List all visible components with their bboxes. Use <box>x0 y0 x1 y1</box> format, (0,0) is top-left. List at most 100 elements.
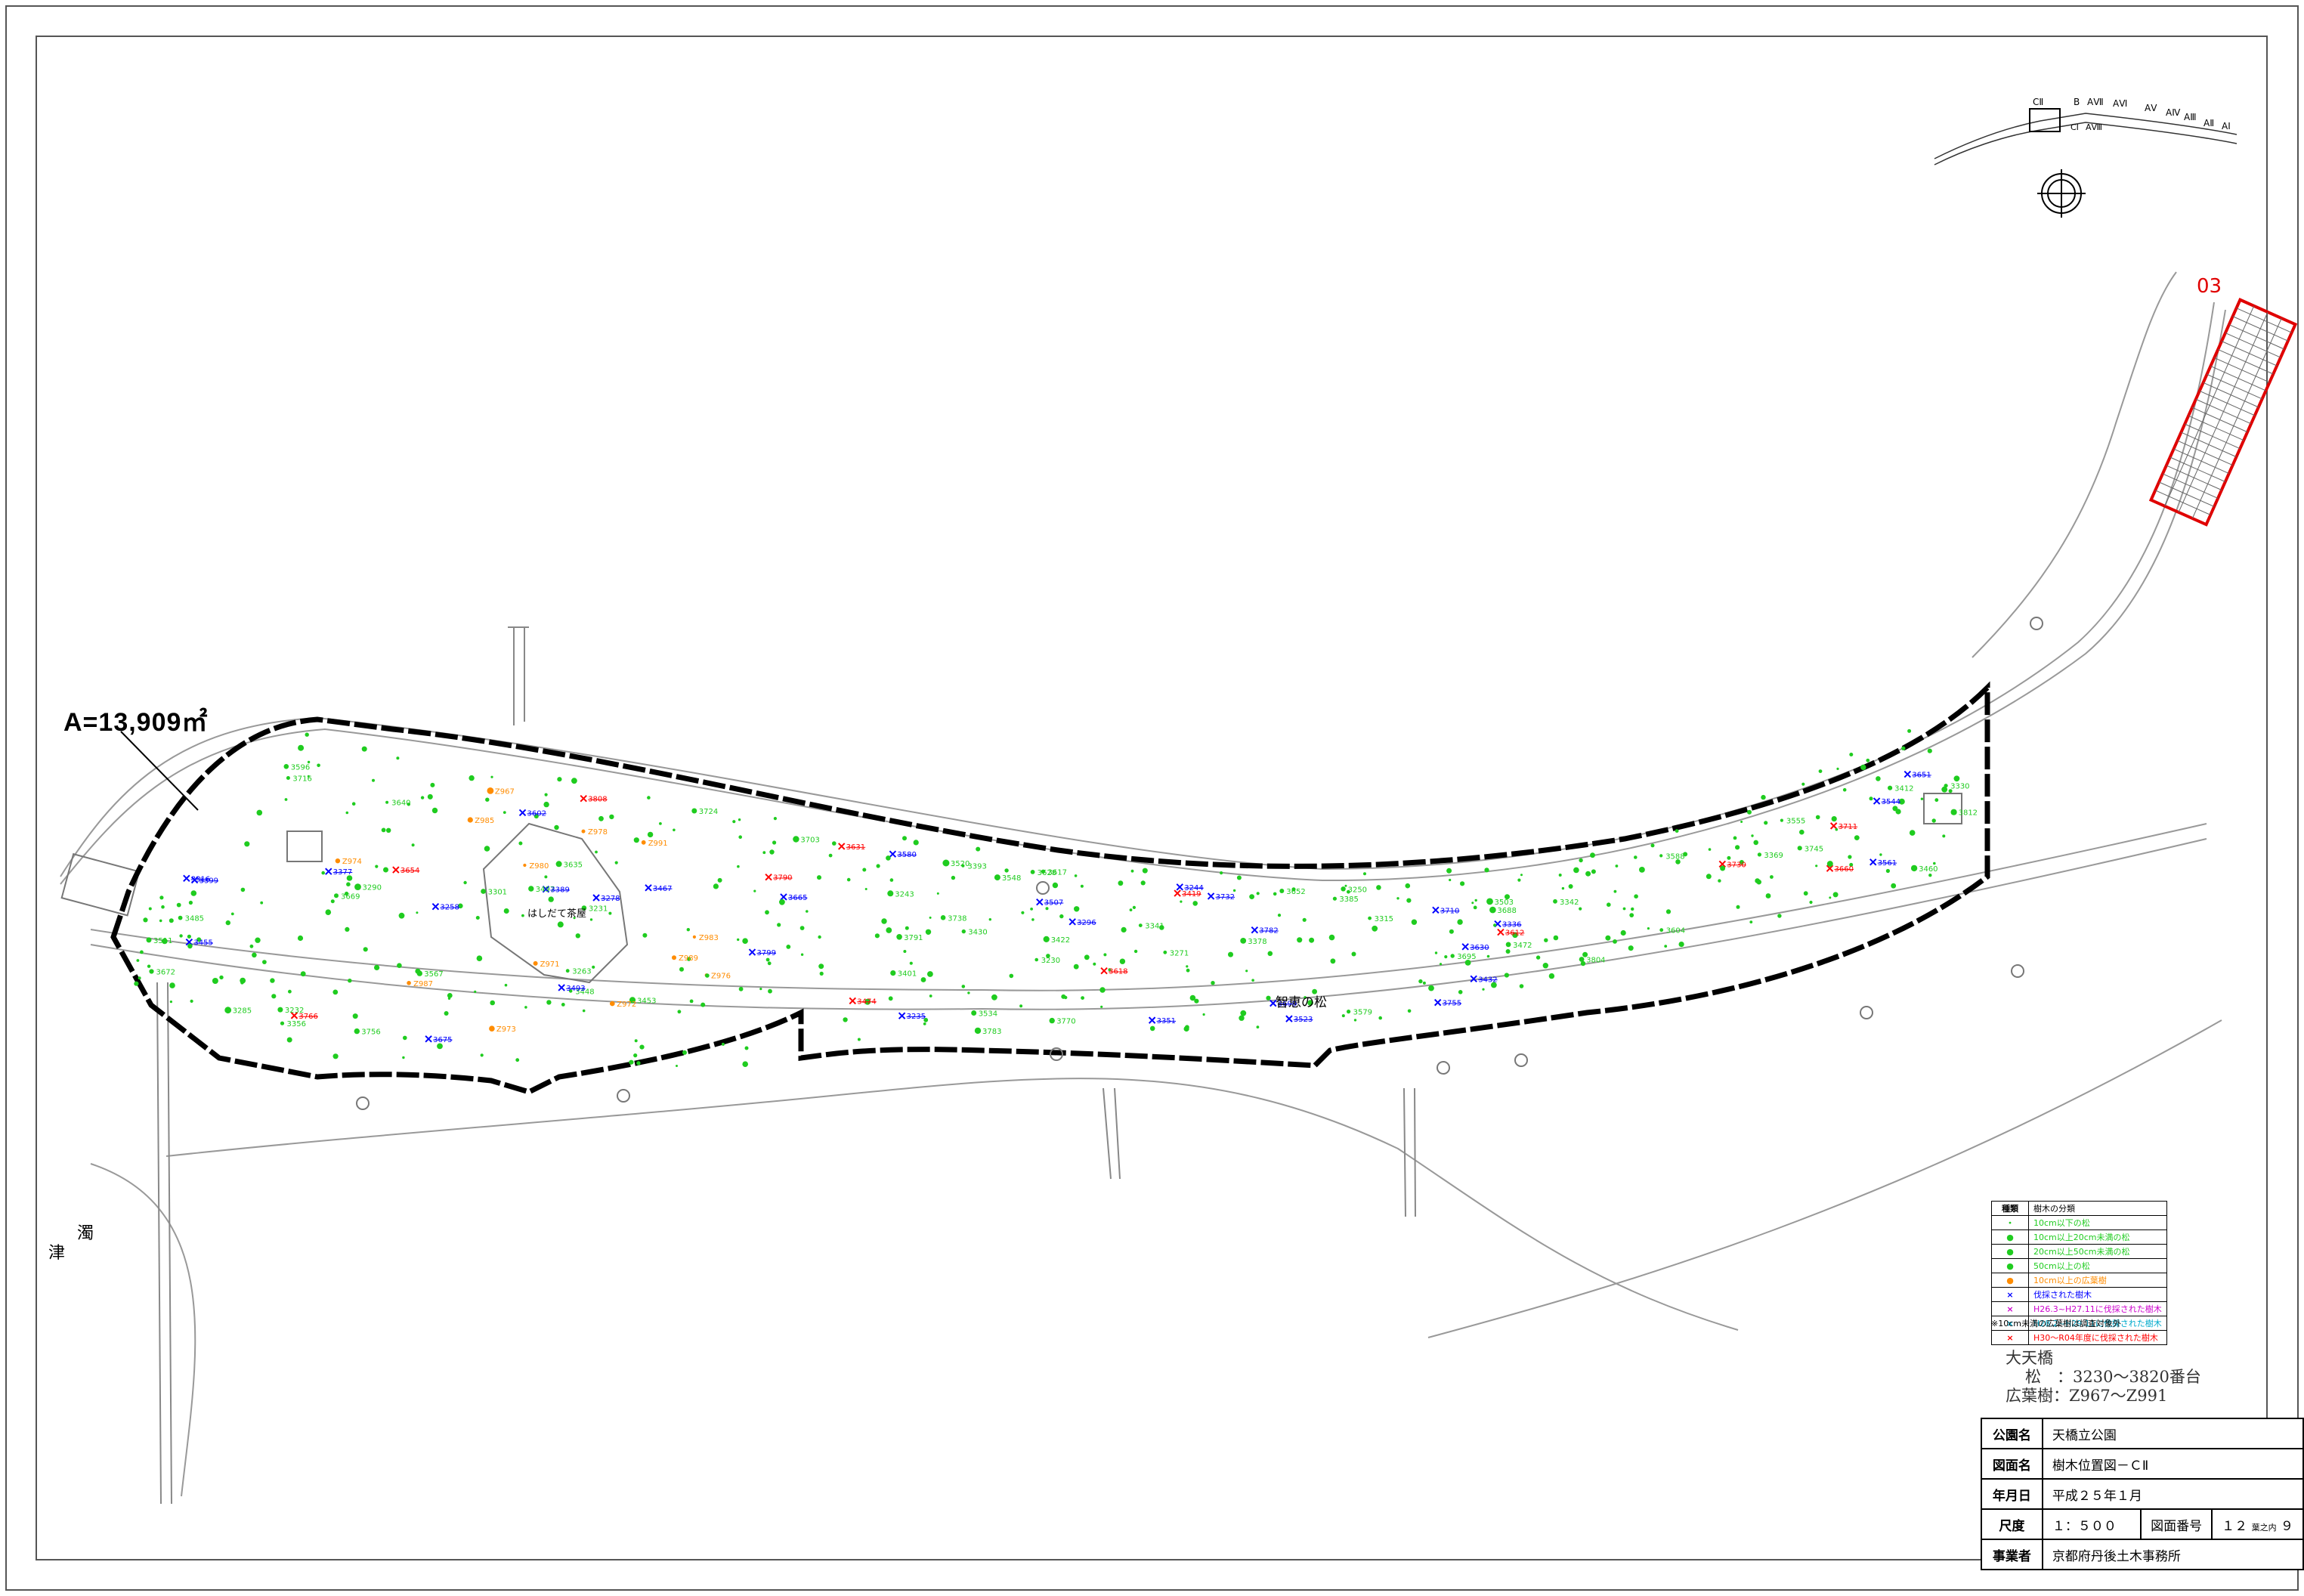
tree-marker <box>571 778 577 784</box>
tree-marker <box>762 851 766 855</box>
tree-marker <box>1344 884 1347 887</box>
tree-marker <box>888 996 893 1001</box>
tree-marker <box>1753 840 1758 846</box>
tree-marker <box>909 961 913 965</box>
tree-marker <box>1450 954 1455 958</box>
tree-marker <box>212 978 218 984</box>
tree-marker <box>1330 958 1336 964</box>
tree-marker <box>1756 879 1761 885</box>
tree-number: 3315 <box>1375 915 1393 923</box>
tree-marker <box>1659 928 1664 933</box>
tree-marker <box>765 957 770 962</box>
tree-marker <box>967 991 970 994</box>
tree-marker <box>284 798 288 801</box>
tree-number: Z978 <box>588 828 608 837</box>
tree-marker <box>742 1061 748 1067</box>
tree-marker <box>1041 869 1046 874</box>
tree-marker <box>159 895 164 900</box>
tree-marker <box>1302 917 1307 922</box>
tree-marker <box>1211 981 1215 985</box>
tree-marker <box>927 971 933 977</box>
tree-marker <box>1647 927 1650 930</box>
tree-marker <box>252 952 257 958</box>
keymap-label-a3: AⅢ <box>2184 112 2197 122</box>
tree-number: 3231 <box>589 905 608 914</box>
cut-tree-marker <box>1036 899 1044 906</box>
tree-marker <box>1186 968 1190 973</box>
sheet-grid-line <box>2177 440 2233 466</box>
tree-marker <box>196 937 202 942</box>
cut-tree-marker <box>1433 998 1442 1007</box>
tree-marker <box>503 811 506 814</box>
tree-marker <box>1021 911 1025 914</box>
tree-marker <box>396 756 400 760</box>
tree-marker <box>1829 896 1832 899</box>
tree-marker <box>1353 1019 1357 1022</box>
tree-marker <box>1428 985 1434 991</box>
tree-marker <box>1591 869 1596 874</box>
tree-marker <box>1799 829 1805 835</box>
tree-marker <box>1885 868 1890 874</box>
tree-marker <box>1505 949 1511 954</box>
tree-number: 3472 <box>1513 942 1532 950</box>
scale-value: １：５００ <box>2041 1508 2142 1540</box>
tree-marker <box>1486 898 1493 905</box>
cut-tree-marker <box>1068 918 1076 926</box>
tree-marker <box>416 911 419 914</box>
legend-symbol: × <box>1991 1301 2029 1316</box>
tree-marker <box>1628 945 1634 951</box>
tree-number: 3493 <box>566 985 585 993</box>
tree-marker <box>896 934 902 940</box>
tree-marker <box>161 905 165 909</box>
tree-marker <box>902 836 907 841</box>
sheet-grid-line <box>2217 349 2274 375</box>
legend-label: 10cm以上の広葉樹 <box>2028 1273 2167 1288</box>
tree-number: 3393 <box>967 863 986 871</box>
tree-marker <box>1739 860 1744 865</box>
tree-number: 3756 <box>361 1028 380 1037</box>
cut-tree-marker <box>431 902 440 911</box>
pine-name-label: 智恵の松 <box>1276 995 1327 1010</box>
legend-label: 10cm以上20cm未満の松 <box>2028 1229 2167 1245</box>
tree-marker <box>543 801 549 808</box>
tree-marker <box>1251 979 1254 982</box>
cut-tree-marker <box>1718 860 1727 868</box>
sheet-grid-line <box>2162 473 2219 499</box>
tree-marker <box>886 927 892 933</box>
tree-marker <box>544 875 548 879</box>
tree-marker <box>994 874 1000 881</box>
tree-number: Z976 <box>711 973 731 981</box>
tree-marker <box>1103 953 1107 957</box>
tree-marker <box>689 999 694 1004</box>
tree-marker <box>332 1053 339 1059</box>
sheet-grid-line <box>2221 341 2278 367</box>
tree-marker <box>1052 882 1059 889</box>
cut-tree-marker <box>1176 883 1183 891</box>
number-sub: 葉之内 <box>2251 1522 2277 1533</box>
tree-marker <box>187 943 193 949</box>
tree-marker <box>504 983 508 987</box>
tree-marker <box>1267 951 1273 957</box>
park-key: 公園名 <box>1981 1418 2043 1449</box>
tree-marker <box>1118 880 1124 886</box>
tree-marker <box>1138 923 1143 927</box>
tree-marker <box>523 863 527 868</box>
tree-number: 3419 <box>1182 890 1201 899</box>
tree-number: 3290 <box>363 884 382 892</box>
legend-row: ● 20cm以上50cm未満の松 <box>1991 1244 2167 1259</box>
tree-marker <box>1933 861 1936 865</box>
tree-marker <box>1927 748 1932 753</box>
tree-marker <box>1888 785 1893 790</box>
tree-marker <box>325 909 332 915</box>
tree-number: 3485 <box>185 915 204 923</box>
tree-marker <box>458 903 463 909</box>
toilet-building-east <box>1923 793 1962 824</box>
tree-marker <box>1376 885 1381 890</box>
tree-marker <box>1505 894 1510 900</box>
legend-row: × H26.3~H27.11に伐採された樹木 <box>1991 1301 2167 1316</box>
tree-marker <box>647 796 651 800</box>
cut-tree-marker <box>1148 1016 1156 1024</box>
tree-marker <box>769 849 775 855</box>
tree-marker <box>1613 889 1617 893</box>
tree-marker <box>1194 998 1199 1004</box>
